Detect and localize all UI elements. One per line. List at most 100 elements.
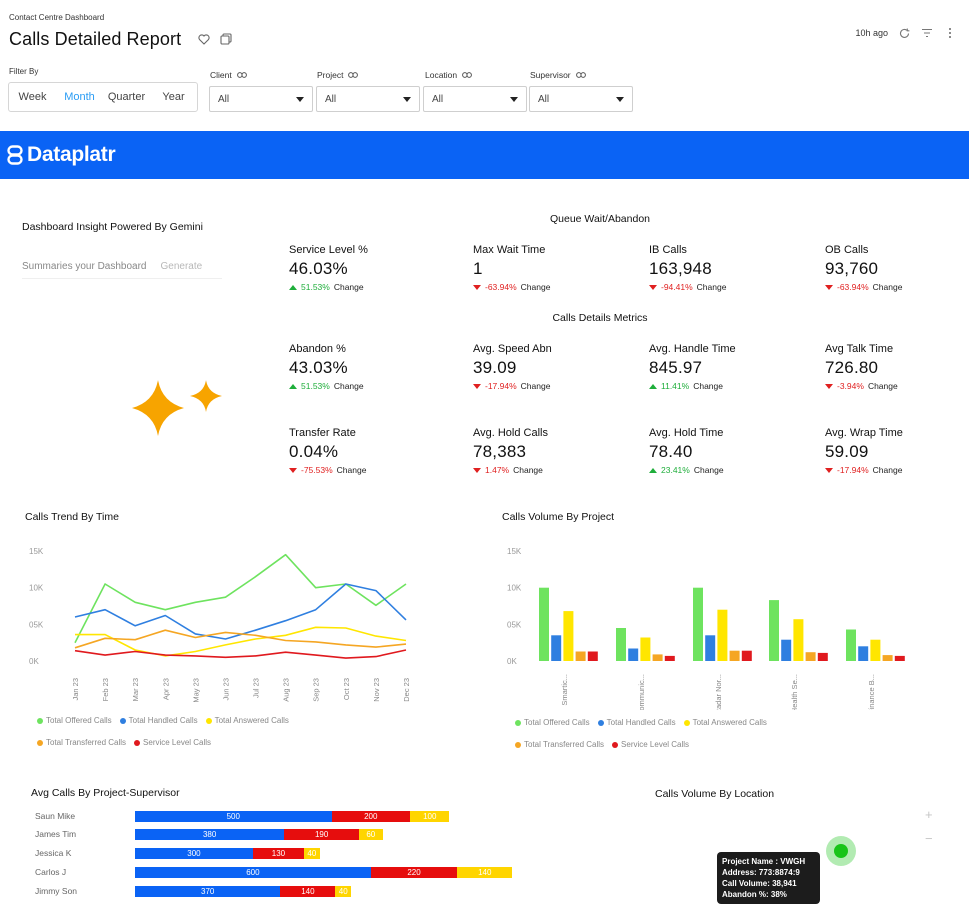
supervisor-bar-segment[interactable]: 600 xyxy=(135,866,371,878)
project-dropdown[interactable]: All xyxy=(316,86,420,112)
queue-section-title: Queue Wait/Abandon xyxy=(549,213,650,225)
calls-trend-chart: 15K 10K 05K 0K Jan 23 Feb 23 Mar 23 Apr 23 May 2… xyxy=(29,547,411,703)
bar[interactable] xyxy=(741,650,752,661)
map-location-marker[interactable] xyxy=(826,836,856,866)
legend-item[interactable]: Service Level Calls xyxy=(612,740,689,749)
bar[interactable] xyxy=(705,635,716,661)
supervisor-bar-segment[interactable]: 100 xyxy=(410,810,450,822)
insight-prompt: Summaries your Dashboard Generate xyxy=(22,255,222,279)
bar[interactable] xyxy=(781,639,792,661)
period-year-button[interactable]: Year xyxy=(162,91,185,103)
bar[interactable] xyxy=(817,652,828,661)
series-line[interactable] xyxy=(74,629,407,649)
filter-icon[interactable] xyxy=(920,26,934,40)
x-tick-label: Communic... xyxy=(637,674,646,710)
bar[interactable] xyxy=(563,611,574,661)
x-tick-label: Apr 23 xyxy=(161,678,170,700)
legend-item[interactable]: Total Transferred Calls xyxy=(515,740,604,749)
bar[interactable] xyxy=(858,646,869,661)
bar[interactable] xyxy=(805,652,816,661)
refresh-icon[interactable] xyxy=(897,26,911,40)
zoom-in-button[interactable]: + xyxy=(925,807,933,822)
bar[interactable] xyxy=(870,639,881,661)
kpi-change-percent: -3.94% xyxy=(837,381,864,391)
bar[interactable] xyxy=(846,629,856,662)
series-line[interactable] xyxy=(75,626,407,657)
supervisor-bar-segment[interactable]: 140 xyxy=(280,885,336,897)
bar[interactable] xyxy=(575,651,586,662)
calls-volume-project-legend: Total Offered Calls Total Handled Calls To… xyxy=(515,718,815,749)
bar[interactable] xyxy=(882,655,893,661)
bar[interactable] xyxy=(664,655,675,661)
period-quarter-button[interactable]: Quarter xyxy=(107,91,146,103)
supervisor-bar-segment[interactable]: 40 xyxy=(335,885,352,897)
x-tick-label: Nov 23 xyxy=(372,678,381,702)
supervisor-bar-segment[interactable]: 190 xyxy=(284,828,359,840)
legend-item[interactable]: Total Offered Calls xyxy=(37,716,112,725)
supervisor-bar-segment[interactable]: 500 xyxy=(135,810,332,822)
supervisor-bar-segment[interactable]: 140 xyxy=(457,866,513,878)
arrow-down-icon xyxy=(473,284,481,290)
bar[interactable] xyxy=(587,651,598,662)
insight-input-placeholder[interactable]: Summaries your Dashboard xyxy=(22,261,147,272)
legend-item[interactable]: Service Level Calls xyxy=(134,738,211,747)
legend-item[interactable]: Total Answered Calls xyxy=(205,716,289,725)
supervisor-bar-segment[interactable]: 200 xyxy=(331,810,411,822)
supervisor-bar-segment[interactable]: 60 xyxy=(358,828,383,840)
supervisor-bar-segment[interactable]: 130 xyxy=(252,847,304,859)
heart-icon[interactable] xyxy=(197,32,211,46)
bar[interactable] xyxy=(616,628,626,661)
kpi-change-word: Change xyxy=(333,282,364,292)
kpi-label: Abandon % xyxy=(289,343,346,355)
bar[interactable] xyxy=(793,619,804,661)
x-tick-label: Jun 23 xyxy=(221,678,230,701)
location-dropdown[interactable]: All xyxy=(423,86,527,112)
kpi-change-percent: 51.53% xyxy=(301,381,330,391)
chevron-down-icon xyxy=(616,96,624,102)
supervisor-bar-segment[interactable]: 40 xyxy=(303,847,320,859)
legend-item[interactable]: Total Handled Calls xyxy=(597,718,676,727)
period-month-button[interactable]: Month xyxy=(64,91,95,103)
legend-item[interactable]: Total Answered Calls xyxy=(683,718,767,727)
bar[interactable] xyxy=(551,635,562,661)
kpi-value: 78,383 xyxy=(473,442,527,461)
copy-icon[interactable] xyxy=(219,32,233,46)
supervisor-stack: 600 220 140 xyxy=(135,866,513,878)
bar[interactable] xyxy=(628,648,639,662)
client-filter-label: Client xyxy=(210,70,247,80)
legend-item[interactable]: Total Transferred Calls xyxy=(37,738,126,747)
kpi-card: Service Level % 46.03% 51.53% Change xyxy=(289,244,368,292)
kpi-card: Avg Talk Time 726.80 -3.94% Change xyxy=(825,343,898,391)
legend-item[interactable]: Total Offered Calls xyxy=(515,718,590,727)
zoom-out-button[interactable]: − xyxy=(925,831,933,846)
bar[interactable] xyxy=(729,650,740,661)
kpi-change-percent: -94.41% xyxy=(661,282,693,292)
y-tick-label: 10K xyxy=(507,584,522,593)
legend-label: Total Handled Calls xyxy=(606,718,676,727)
supervisor-bar-segment[interactable]: 380 xyxy=(135,828,285,840)
bar[interactable] xyxy=(652,654,663,661)
supervisor-bar-segment[interactable]: 220 xyxy=(370,866,458,878)
map-title: Calls Volume By Location xyxy=(655,788,775,800)
link-icon xyxy=(462,72,473,78)
bar[interactable] xyxy=(640,637,651,662)
bar[interactable] xyxy=(539,587,549,661)
supervisor-dropdown[interactable]: All xyxy=(529,86,633,112)
bar[interactable] xyxy=(894,655,905,661)
supervisor-bar-segment[interactable]: 370 xyxy=(135,885,281,897)
kpi-change-word: Change xyxy=(336,465,367,475)
legend-item[interactable]: Total Handled Calls xyxy=(119,716,198,725)
series-line[interactable] xyxy=(74,553,407,644)
bar[interactable] xyxy=(769,600,779,661)
supervisor-bar-segment[interactable]: 300 xyxy=(135,847,253,859)
series-line[interactable] xyxy=(74,649,407,659)
period-week-button[interactable]: Week xyxy=(18,91,47,103)
generate-button[interactable]: Generate xyxy=(160,261,203,272)
bar[interactable] xyxy=(693,587,703,661)
kpi-change-word: Change xyxy=(872,282,903,292)
legend-dot-icon xyxy=(515,719,521,726)
more-options-icon[interactable] xyxy=(943,26,957,40)
bar[interactable] xyxy=(717,609,728,661)
client-dropdown[interactable]: All xyxy=(209,86,313,112)
legend-label: Total Offered Calls xyxy=(524,718,590,727)
